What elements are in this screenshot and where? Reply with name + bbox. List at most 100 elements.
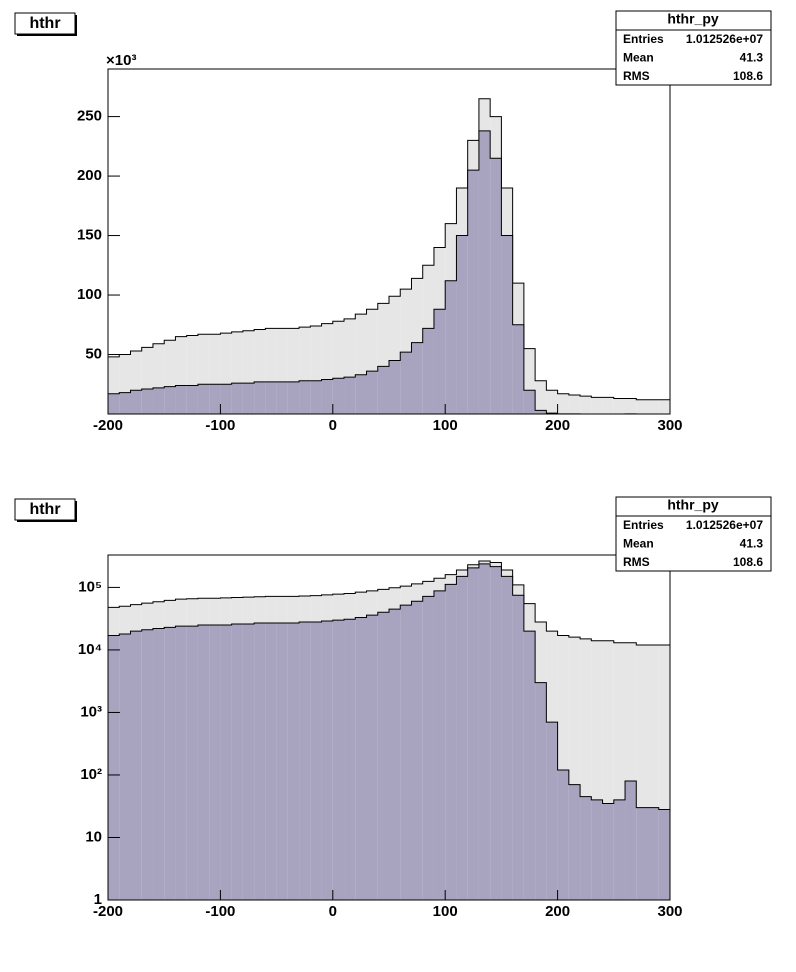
- histogram-bin: [647, 399, 659, 414]
- histogram-bin: [231, 331, 243, 414]
- histogram-bin: [456, 576, 468, 900]
- histogram-bin: [568, 784, 581, 900]
- histogram-bin: [602, 640, 614, 900]
- y-tick-label: 10: [85, 828, 102, 845]
- histogram-bin: [355, 314, 367, 414]
- histogram-bin: [366, 615, 378, 900]
- histogram-bin: [535, 380, 547, 414]
- x-tick-label: 200: [545, 903, 570, 920]
- x-tick-label: 0: [329, 903, 337, 920]
- histogram-bin: [366, 371, 378, 414]
- histogram-bin: [287, 328, 300, 414]
- histogram-bin: [625, 642, 637, 900]
- stats-title: hthr_py: [667, 11, 719, 27]
- histogram-bin: [276, 328, 288, 414]
- histogram-bin: [344, 619, 356, 900]
- histogram-bin: [108, 393, 120, 414]
- histogram-bin: [546, 390, 558, 414]
- y-tick-label: 10²: [80, 766, 102, 783]
- histogram-bin: [186, 335, 198, 414]
- histogram-bin: [321, 379, 333, 414]
- stats-value: 108.6: [733, 69, 763, 83]
- histogram-bin: [287, 381, 300, 414]
- histogram-bin: [501, 235, 513, 414]
- x-tick-label: 300: [657, 903, 682, 920]
- histogram-bin: [467, 170, 479, 414]
- y-tick-label: 1: [94, 891, 102, 908]
- histogram-bin: [220, 625, 232, 900]
- histogram-bin: [512, 595, 524, 900]
- x-tick-label: -100: [205, 417, 235, 434]
- histogram-bin: [580, 638, 592, 900]
- histogram-bin: [152, 387, 165, 414]
- histogram-bin: [310, 325, 322, 414]
- histogram-bin: [175, 385, 187, 414]
- histogram-bin: [411, 601, 423, 900]
- histogram-bin: [152, 343, 165, 414]
- histogram-bin: [186, 626, 198, 900]
- histogram-bin: [242, 383, 255, 414]
- histogram-bin: [557, 770, 569, 900]
- stats-value: 108.6: [733, 555, 763, 569]
- histogram-bin: [478, 130, 491, 415]
- histogram-bin: [119, 354, 131, 414]
- histogram-bin: [625, 398, 637, 414]
- histogram-bin: [580, 796, 592, 900]
- title: hthr: [29, 501, 60, 518]
- histogram-bin: [613, 799, 626, 900]
- histogram-bin: [636, 644, 648, 900]
- y-tick-label: 10⁵: [78, 578, 102, 595]
- histogram-bin: [186, 385, 198, 414]
- histogram-bin: [389, 360, 401, 414]
- histogram-bin: [625, 781, 637, 900]
- plot-frame: [107, 68, 671, 415]
- histogram-bin: [344, 377, 356, 414]
- histogram-bin: [310, 380, 322, 414]
- histogram-bin: [209, 625, 221, 900]
- histogram-outline: [107, 98, 671, 414]
- histogram-bin: [242, 623, 255, 900]
- histogram-bin: [433, 309, 446, 414]
- x-tick-label: 100: [433, 903, 458, 920]
- histogram-bin: [591, 397, 603, 414]
- histogram-bin: [220, 384, 232, 414]
- histogram-bin: [636, 399, 648, 414]
- histogram-bin: [377, 366, 389, 414]
- panel: -200 -100 0 100 200 300 50 100 150 200 250 ×10³ hthr…: [14, 10, 772, 434]
- histogram-bin: [164, 340, 176, 414]
- histogram-bin: [209, 384, 221, 414]
- stats-label: Entries: [623, 518, 664, 532]
- histogram-bin: [400, 352, 412, 414]
- histogram-bin: [613, 642, 626, 900]
- stats-label: Mean: [623, 51, 654, 65]
- histogram-bin: [602, 397, 614, 414]
- histogram-bin: [377, 303, 389, 414]
- histogram-bin: [321, 621, 333, 900]
- histogram-bin: [130, 350, 142, 414]
- histogram-bin: [254, 622, 266, 900]
- histogram-bin: [299, 380, 311, 414]
- histogram-bin: [332, 321, 345, 414]
- y-tick-label: 150: [77, 227, 102, 244]
- histogram-bin: [658, 644, 670, 900]
- histogram-bin: [321, 323, 333, 414]
- histogram-bin: [400, 605, 412, 900]
- histogram-bin: [119, 392, 131, 414]
- histogram-bin: [231, 623, 243, 900]
- histogram-bin: [265, 622, 277, 900]
- histogram-bin: [108, 356, 120, 414]
- histogram-bin: [535, 682, 547, 900]
- stats-box: [615, 10, 772, 86]
- histogram-bin: [613, 398, 626, 414]
- histogram-bin: [422, 328, 434, 414]
- y-tick-label: 200: [77, 167, 102, 184]
- histogram-bin: [299, 327, 311, 414]
- histogram-bin: [141, 347, 153, 414]
- histogram-bin: [445, 584, 457, 900]
- histogram-bin: [344, 318, 356, 414]
- histogram-bin: [467, 567, 479, 900]
- histogram-bin: [523, 390, 536, 414]
- histogram-bin: [647, 807, 659, 900]
- histogram-bin: [152, 628, 165, 900]
